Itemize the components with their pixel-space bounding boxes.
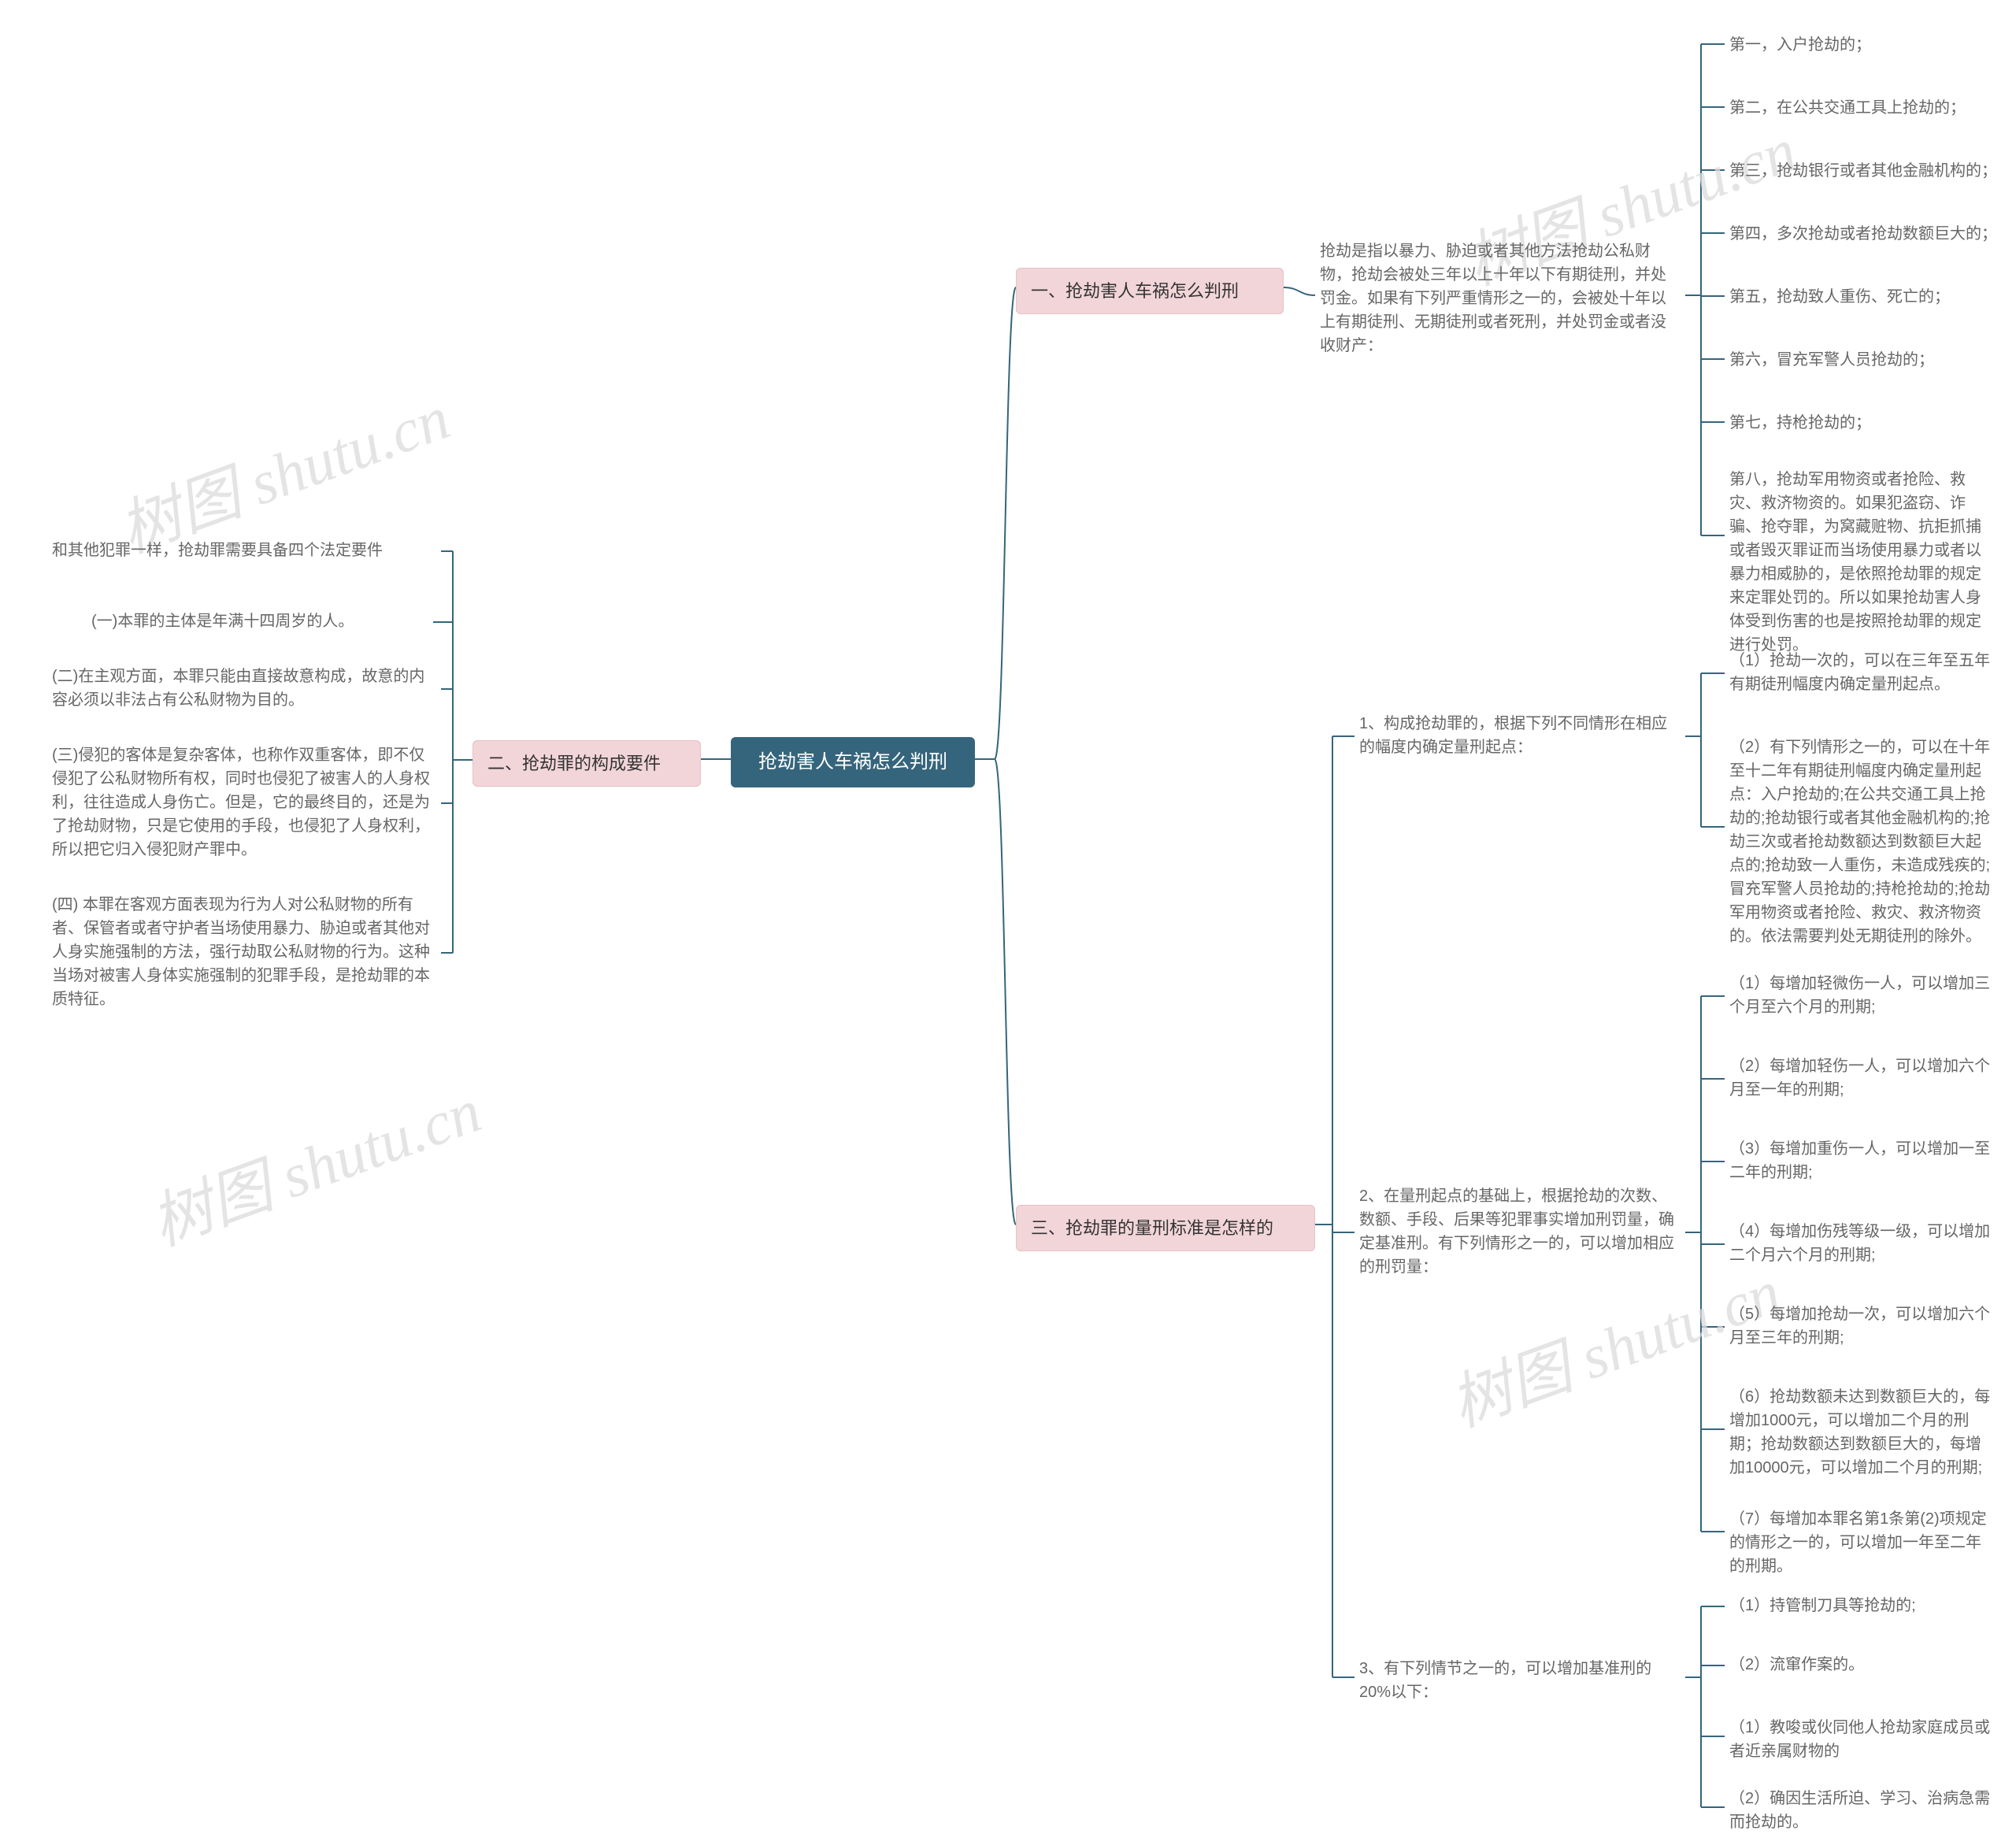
b1-item-6: 第六，冒充军警人员抢劫的； [1725, 345, 1992, 375]
b3-sub-3-d: （2）确因生活所迫、学习、治病急需而抢劫的。 [1725, 1784, 2000, 1834]
b3-sub-2-e: （5）每增加抢劫一次，可以增加六个月至三年的刑期; [1725, 1299, 2000, 1353]
b3-sub-1-a: （1）抢劫一次的，可以在三年至五年有期徒刑幅度内确定量刑起点。 [1725, 646, 2000, 699]
b3-sub-3-b: （2）流窜作案的。 [1725, 1650, 1906, 1680]
branch-2: 二、抢劫罪的构成要件 [472, 740, 701, 787]
mindmap-canvas: { "watermark": { "text": "树图 shutu.cn", … [0, 0, 2016, 1834]
b1-item-5: 第五，抢劫致人重伤、死亡的； [1725, 282, 2008, 312]
b3-sub-2-a: （1）每增加轻微伤一人，可以增加三个月至六个月的刑期; [1725, 969, 2000, 1022]
branch-1-desc: 抢劫是指以暴力、胁迫或者其他方法抢劫公私财物，抢劫会被处三年以上十年以下有期徒刑… [1315, 236, 1685, 361]
b3-sub-2-b: （2）每增加轻伤一人，可以增加六个月至一年的刑期; [1725, 1051, 2000, 1105]
branch-2-child-2: (二)在主观方面，本罪只能由直接故意构成，故意的内容必须以非法占有公私财物为目的… [47, 661, 441, 715]
b3-sub-1-b: （2）有下列情形之一的，可以在十年至十二年有期徒刑幅度内确定量刑起点：入户抢劫的… [1725, 732, 2000, 951]
root-node: 抢劫害人车祸怎么判刑 [731, 737, 975, 787]
b3-sub-3-a: （1）持管制刀具等抢劫的; [1725, 1591, 1977, 1621]
b1-item-4: 第四，多次抢劫或者抢劫数额巨大的； [1725, 219, 2016, 249]
b3-sub-2: 2、在量刑起点的基础上，根据抢劫的次数、数额、手段、后果等犯罪事实增加刑罚量，确… [1354, 1181, 1685, 1282]
b1-item-7: 第七，持枪抢劫的； [1725, 408, 1961, 438]
branch-2-child-1: (一)本罪的主体是年满十四周岁的人。 [87, 606, 433, 636]
b3-sub-1: 1、构成抢劫罪的，根据下列不同情形在相应的幅度内确定量刑起点： [1354, 709, 1685, 762]
b1-item-3: 第三，抢劫银行或者其他金融机构的； [1725, 156, 2016, 186]
b3-sub-2-f: （6）抢劫数额未达到数额巨大的，每增加1000元，可以增加二个月的刑期；抢劫数额… [1725, 1382, 2000, 1483]
branch-2-child-0: 和其他犯罪一样，抢劫罪需要具备四个法定要件 [47, 535, 441, 565]
b3-sub-3-c: （1）教唆或伙同他人抢劫家庭成员或者近亲属财物的 [1725, 1713, 2000, 1766]
b1-item-2: 第二，在公共交通工具上抢劫的； [1725, 93, 2008, 123]
branch-2-child-4: (四) 本罪在客观方面表现为行为人对公私财物的所有者、保管者或者守护者当场使用暴… [47, 890, 441, 1014]
branch-2-child-3: (三)侵犯的客体是复杂客体，也称作双重客体，即不仅侵犯了公私财物所有权，同时也侵… [47, 740, 441, 865]
b3-sub-2-g: （7）每增加本罪名第1条第(2)项规定的情形之一的，可以增加一年至二年的刑期。 [1725, 1504, 2000, 1581]
branch-3: 三、抢劫罪的量刑标准是怎样的 [1016, 1205, 1315, 1251]
b1-item-1: 第一，入户抢劫的； [1725, 30, 1961, 60]
watermark: 树图 shutu.cn [137, 1062, 491, 1263]
b1-item-8: 第八，抢劫军用物资或者抢险、救灾、救济物资的。如果犯盗窃、诈骗、抢夺罪，为窝藏赃… [1725, 465, 2000, 660]
b3-sub-3: 3、有下列情节之一的，可以增加基准刑的20%以下： [1354, 1654, 1685, 1707]
b3-sub-2-d: （4）每增加伤残等级一级，可以增加二个月六个月的刑期; [1725, 1217, 2000, 1270]
b3-sub-2-c: （3）每增加重伤一人，可以增加一至二年的刑期; [1725, 1134, 2000, 1187]
branch-1: 一、抢劫害人车祸怎么判刑 [1016, 268, 1284, 314]
